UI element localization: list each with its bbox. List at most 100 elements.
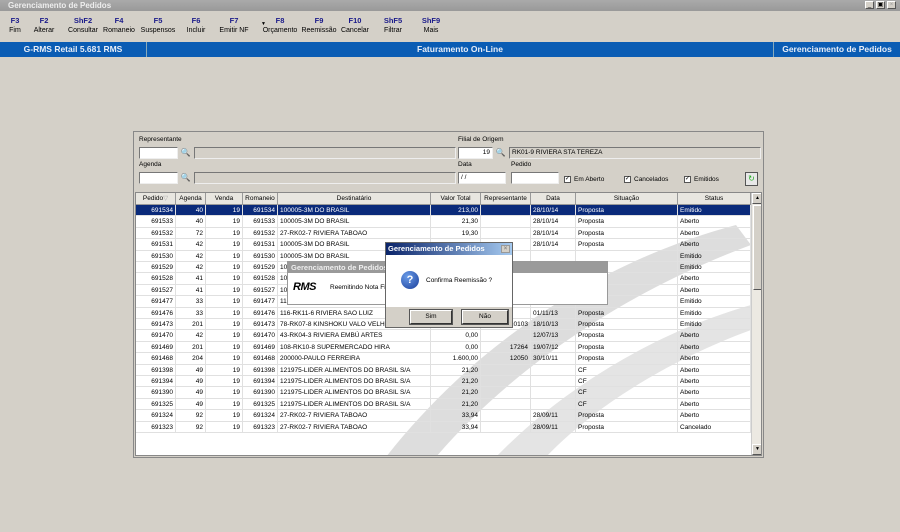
em-aberto-checkbox[interactable]: ✓ Em Aberto — [564, 176, 604, 183]
cell-destinatario: 121975-LIDER ALIMENTOS DO BRASIL S/A — [278, 387, 431, 399]
sim-button[interactable]: Sim — [409, 309, 453, 325]
filial-code-input[interactable]: 19 — [458, 147, 493, 159]
close-icon[interactable]: × — [501, 245, 510, 253]
nao-button[interactable]: Não — [461, 309, 509, 325]
filial-label: Filial de Origem — [458, 136, 504, 143]
binoculars-search-icon[interactable]: 🔍 — [495, 148, 506, 157]
cell-status: Aberto — [678, 364, 751, 376]
cell-romaneio: 691390 — [243, 387, 278, 399]
status-bar: G-RMS Retail 5.681 RMS Faturamento On-Li… — [0, 42, 900, 57]
toolbar-button-alterar[interactable]: F2 Alterar — [23, 16, 65, 34]
cell-representante — [481, 364, 531, 376]
column-header-3[interactable]: Romaneio — [243, 193, 278, 205]
minimize-button[interactable]: _ — [865, 1, 874, 9]
column-header-2[interactable]: Venda — [206, 193, 243, 205]
cell-venda: 19 — [206, 410, 243, 422]
cancelados-checkbox[interactable]: ✓ Cancelados — [624, 176, 668, 183]
cell-status: Aberto — [678, 410, 751, 422]
scroll-thumb[interactable] — [753, 205, 761, 290]
toolbar-button-filtrar[interactable]: ShF5 Filtrar — [372, 16, 414, 34]
refresh-icon[interactable]: ↻ — [745, 172, 758, 186]
table-row[interactable]: 691532 72 19 691532 27-RK02-7 RIVIERA TABOAO… — [136, 227, 751, 240]
column-header-0[interactable]: Pedido▽ — [136, 193, 176, 205]
cell-status: Aberto — [678, 227, 751, 240]
scroll-down-button[interactable]: ▼ — [752, 444, 761, 455]
cell-pedido: 691390 — [136, 387, 176, 399]
cell-representante — [481, 410, 531, 422]
representante-code-input[interactable] — [139, 147, 178, 159]
button-label: Alterar — [33, 27, 55, 34]
shortcut-key: F7 — [229, 16, 239, 25]
column-header-5[interactable]: Valor Total — [431, 193, 481, 205]
cell-pedido: 691534 — [136, 205, 176, 217]
cell-pedido: 691528 — [136, 273, 176, 285]
table-row[interactable]: 691394 49 19 691394 121975-LIDER ALIMENTOS D… — [136, 376, 751, 388]
cell-data: 28/10/14 — [531, 227, 576, 240]
cell-situacao: Proposta — [576, 216, 678, 228]
column-header-9[interactable]: Status — [678, 193, 751, 205]
table-row[interactable]: 691390 49 19 691390 121975-LIDER ALIMENTOS D… — [136, 387, 751, 399]
pedido-input[interactable] — [511, 172, 559, 184]
toolbar-button-incluir[interactable]: F6 Incluir — [175, 16, 217, 34]
table-row[interactable]: 691533 40 19 691533 100005-3M DO BRASIL 21,30… — [136, 216, 751, 228]
toolbar-button-or-amento[interactable]: F8 Orçamento — [259, 16, 301, 34]
toolbar-button-romaneio[interactable]: F4 Romaneio — [98, 16, 140, 34]
column-header-6[interactable]: Representante — [481, 193, 531, 205]
toolbar-button-mais[interactable]: ShF9 Mais — [410, 16, 452, 34]
restore-button[interactable]: ▣ — [876, 1, 885, 9]
shortcut-key: F6 — [191, 16, 201, 25]
cell-data: 18/10/13 — [531, 319, 576, 331]
emitidos-checkbox[interactable]: ✓ Emitidos — [684, 176, 719, 183]
cell-agenda: 92 — [176, 421, 206, 433]
scroll-up-button[interactable]: ▲ — [752, 193, 761, 204]
emitir-nf-dropdown-icon[interactable]: ▼ — [261, 21, 266, 27]
shortcut-key: F8 — [275, 16, 285, 25]
toolbar-button-suspensos[interactable]: F5 Suspensos — [137, 16, 179, 34]
toolbar-button-consultar[interactable]: ShF2 Consultar — [62, 16, 104, 34]
table-row[interactable]: 691398 49 19 691398 121975-LIDER ALIMENTOS D… — [136, 364, 751, 376]
column-header-7[interactable]: Data — [531, 193, 576, 205]
cell-status: Aberto — [678, 353, 751, 365]
column-header-1[interactable]: Agenda — [176, 193, 206, 205]
cell-status: Emitido — [678, 319, 751, 331]
cell-situacao: Proposta — [576, 227, 678, 240]
table-row[interactable]: 691470 42 19 691470 43-RK04-3 RIVIERA EMBÚ A… — [136, 330, 751, 342]
binoculars-search-icon[interactable]: 🔍 — [180, 173, 191, 182]
confirm-dialog: Gerenciamento de Pedidos × ? Confirma Re… — [385, 242, 513, 328]
cell-status: Emitido — [678, 296, 751, 308]
agenda-code-input[interactable] — [139, 172, 178, 184]
cell-representante — [481, 216, 531, 228]
table-row[interactable]: 691324 92 19 691324 27-RK02-7 RIVIERA TABOAO… — [136, 410, 751, 422]
cell-destinatario: 200000-PAULO FERREIRA — [278, 353, 431, 365]
cell-pedido: 691529 — [136, 262, 176, 274]
column-header-8[interactable]: Situação — [576, 193, 678, 205]
cell-pedido: 691394 — [136, 376, 176, 388]
table-row[interactable]: 691323 92 19 691323 27-RK02-7 RIVIERA TABOAO… — [136, 421, 751, 433]
table-row[interactable]: 691468 204 19 691468 200000-PAULO FERREIRA 1.… — [136, 353, 751, 365]
cell-venda: 19 — [206, 421, 243, 433]
vertical-scrollbar[interactable]: ▲ ▼ — [751, 193, 761, 455]
button-label: Emitir NF — [219, 27, 249, 34]
cell-situacao: CF — [576, 376, 678, 388]
cell-romaneio: 691324 — [243, 410, 278, 422]
cell-pedido: 691527 — [136, 284, 176, 297]
binoculars-search-icon[interactable]: 🔍 — [180, 148, 191, 157]
cell-data — [531, 387, 576, 399]
toolbar-button-reemiss-o[interactable]: F9 Reemissão — [298, 16, 340, 34]
checkbox-check: ✓ — [624, 176, 631, 183]
column-header-4[interactable]: Destinatário — [278, 193, 431, 205]
cell-status: Emitido — [678, 262, 751, 274]
cell-pedido: 691530 — [136, 250, 176, 262]
toolbar-button-cancelar[interactable]: F10 Cancelar — [334, 16, 376, 34]
table-row[interactable]: 691534 40 19 691534 100005-3M DO BRASIL 213,0… — [136, 205, 751, 217]
cell-agenda: 42 — [176, 262, 206, 274]
close-button[interactable]: × — [887, 1, 896, 9]
toolbar-button-fim[interactable]: F3 Fim — [0, 16, 36, 34]
toolbar-button-emitir-nf[interactable]: F7 Emitir NF — [213, 16, 255, 34]
cell-pedido: 691398 — [136, 364, 176, 376]
column-header-label: Valor Total — [440, 195, 471, 202]
table-row[interactable]: 691325 49 19 691325 121975-LIDER ALIMENTOS D… — [136, 398, 751, 411]
checkbox-check: ✓ — [684, 176, 691, 183]
table-row[interactable]: 691469 201 19 691469 108-RK10-8 SUPERMERCADO… — [136, 341, 751, 354]
data-input[interactable]: / / — [458, 172, 506, 184]
